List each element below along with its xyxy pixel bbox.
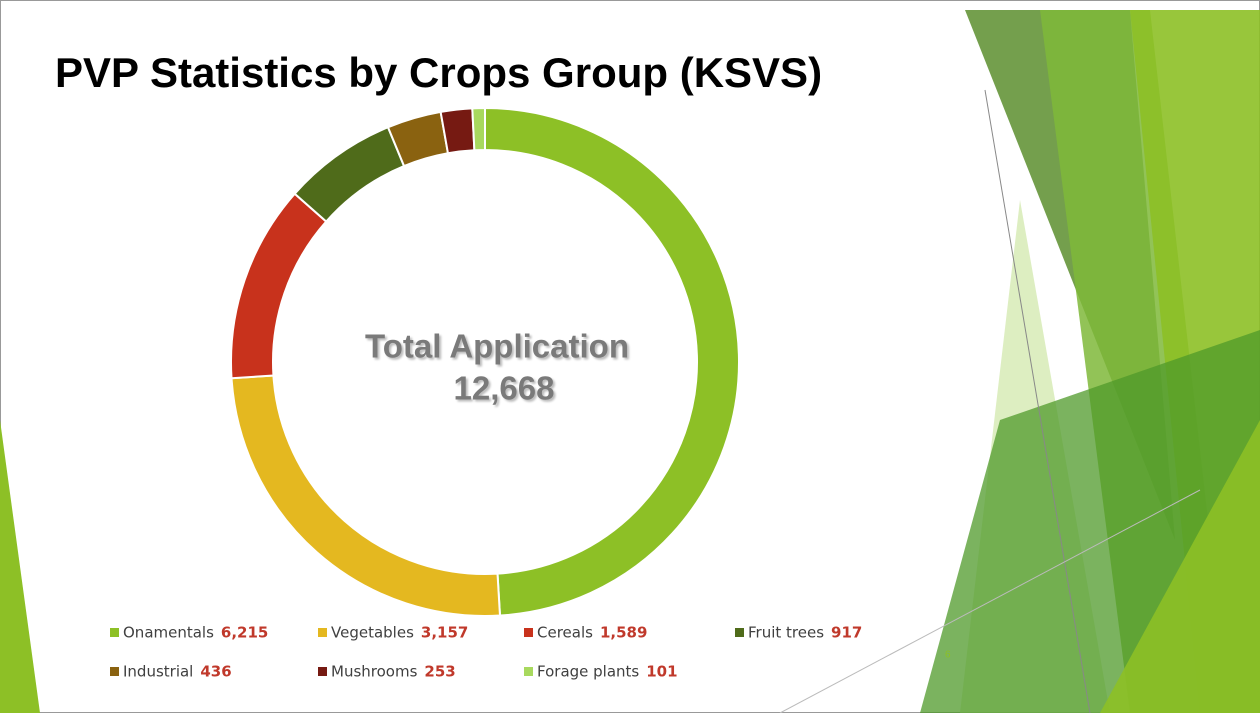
center-label: Total Application <box>365 328 629 365</box>
legend-value: 1,589 <box>600 624 647 642</box>
legend-marker <box>318 667 327 676</box>
legend-label: Fruit trees <box>748 624 824 642</box>
legend-value: 436 <box>200 663 231 681</box>
center-total: 12,668 <box>454 370 555 407</box>
legend-marker <box>318 628 327 637</box>
legend-label: Mushrooms <box>331 663 418 681</box>
legend-value: 917 <box>831 624 862 642</box>
legend-value: 253 <box>424 663 455 681</box>
donut-segment <box>472 108 485 150</box>
legend-value: 3,157 <box>421 624 468 642</box>
legend-marker <box>110 628 119 637</box>
legend-label: Industrial <box>123 663 193 681</box>
legend-marker <box>524 628 533 637</box>
legend-marker <box>735 628 744 637</box>
slide: PVP Statistics by Crops Group (KSVS) Tot… <box>0 0 1260 713</box>
legend-value: 101 <box>646 663 677 681</box>
legend-label: Forage plants <box>537 663 639 681</box>
legend-label: Onamentals <box>123 624 214 642</box>
legend-label: Cereals <box>537 624 593 642</box>
legend-value: 6,215 <box>221 624 268 642</box>
chart-title: PVP Statistics by Crops Group (KSVS) <box>55 49 822 96</box>
legend-marker <box>524 667 533 676</box>
legend-marker <box>110 667 119 676</box>
legend-label: Vegetables <box>331 624 414 642</box>
slide-number: 6 <box>945 650 951 661</box>
